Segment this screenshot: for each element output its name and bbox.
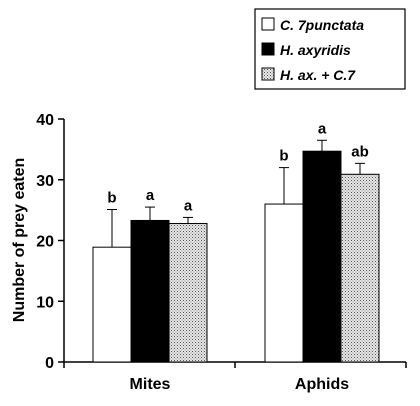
legend-box bbox=[254, 8, 406, 90]
bar bbox=[264, 203, 304, 363]
significance-letter: b bbox=[107, 190, 116, 207]
significance-letter: a bbox=[146, 187, 155, 204]
bars: b a a Mites b a ab Aphids bbox=[92, 120, 380, 393]
legend-swatch bbox=[261, 42, 275, 56]
legend-label: C. 7punctata bbox=[280, 17, 364, 33]
y-tick-label: 20 bbox=[36, 234, 54, 251]
y-tick-label: 40 bbox=[36, 112, 54, 129]
x-category-label: Aphids bbox=[295, 376, 349, 393]
bar bbox=[168, 222, 208, 363]
x-category-label: Mites bbox=[130, 376, 171, 393]
bar bbox=[130, 219, 170, 363]
significance-letter: b bbox=[279, 148, 288, 165]
y-axis-label: Number of prey eaten bbox=[11, 158, 28, 322]
bar bbox=[302, 150, 342, 363]
legend-label: H. ax. + C.7 bbox=[280, 67, 356, 83]
legend-swatch bbox=[261, 17, 275, 31]
bar bbox=[92, 246, 132, 363]
y-tick-label: 0 bbox=[45, 355, 54, 372]
significance-letter: a bbox=[184, 197, 193, 214]
y-tick-label: 30 bbox=[36, 173, 54, 190]
significance-letter: a bbox=[318, 120, 327, 137]
y-tick-label: 10 bbox=[36, 294, 54, 311]
significance-letter: ab bbox=[351, 143, 369, 160]
legend-swatch bbox=[261, 67, 275, 81]
legend-label: H. axyridis bbox=[280, 42, 351, 58]
bar bbox=[340, 173, 380, 363]
legend: C. 7punctata H. axyridis H. ax. + C.7 bbox=[254, 8, 406, 90]
